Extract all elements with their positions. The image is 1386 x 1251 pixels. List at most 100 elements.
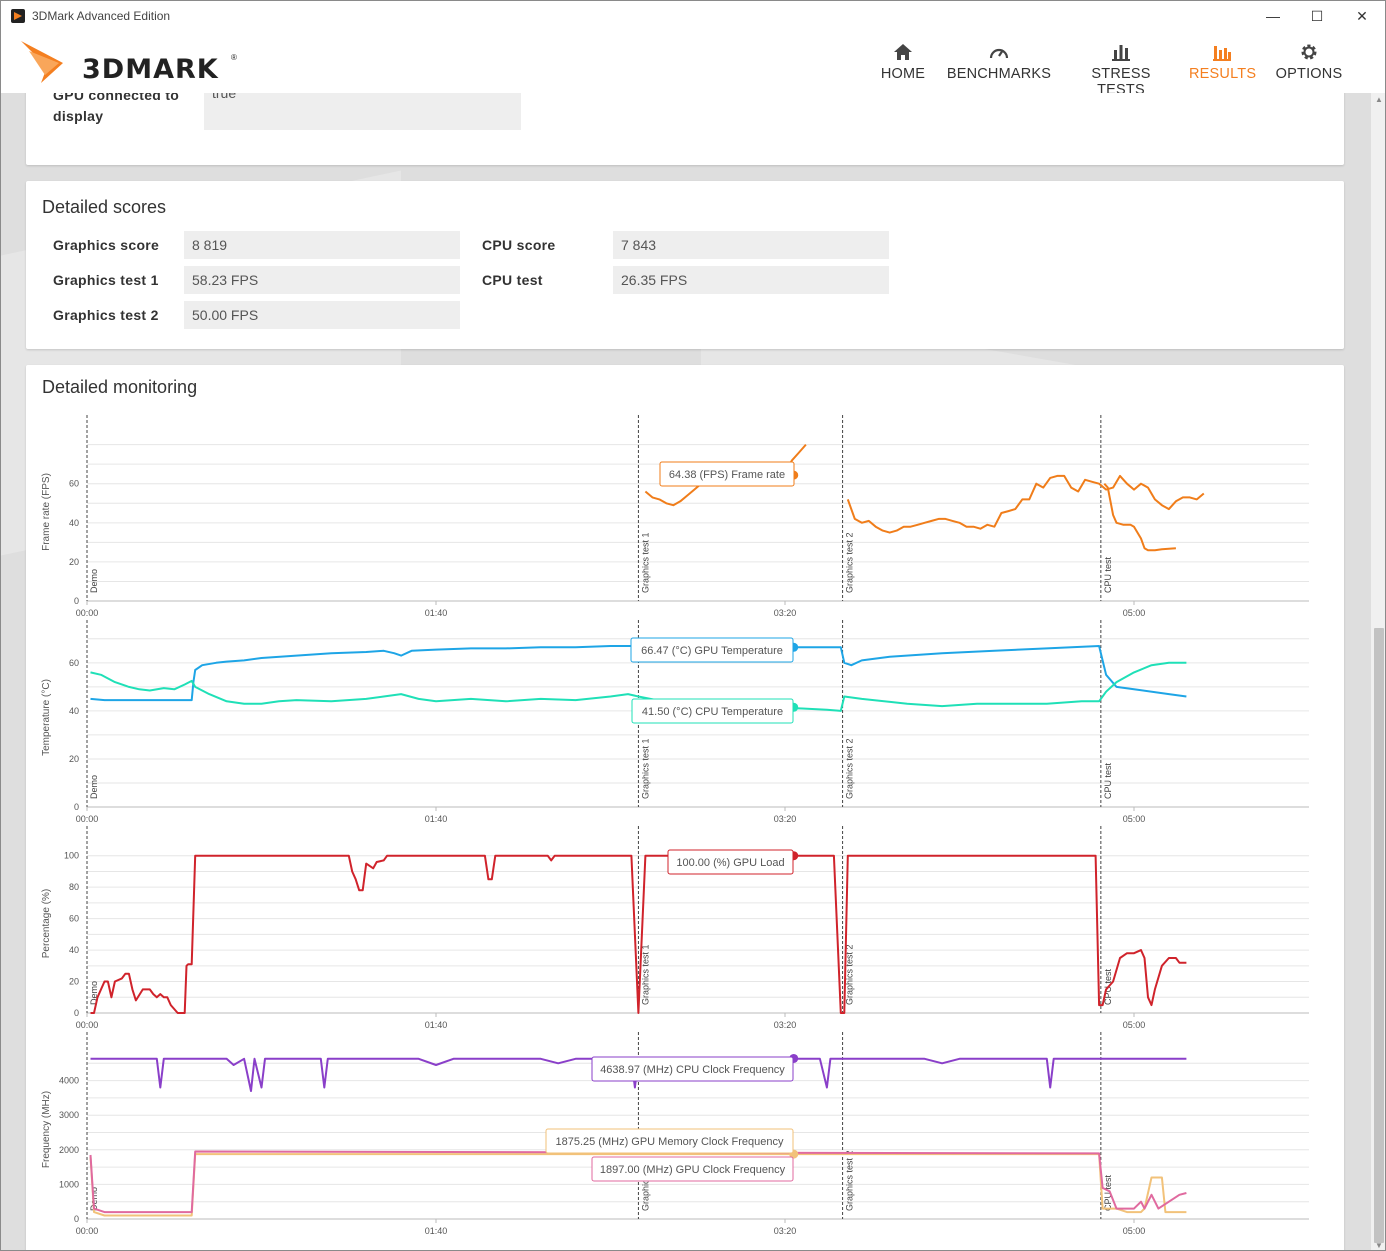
logo[interactable]: 3DMARK ® xyxy=(19,37,237,87)
score-label: CPU test xyxy=(482,272,543,288)
y-tick-label: 2000 xyxy=(59,1145,79,1155)
y-tick-label: 60 xyxy=(69,658,79,668)
nav-benchmarks[interactable]: BENCHMARKS xyxy=(946,41,1052,82)
gpu-clock-tooltip: 1897.00 (MHz) GPU Clock Frequency xyxy=(591,1156,794,1182)
window-title: 3DMark Advanced Edition xyxy=(32,9,171,23)
tooltip-text: 100.00 (%) GPU Load xyxy=(676,857,784,869)
tooltip-text: 66.47 (°C) GPU Temperature xyxy=(641,645,783,657)
y-tick-label: 40 xyxy=(69,945,79,955)
y-tick-label: 20 xyxy=(69,977,79,987)
y-tick-label: 20 xyxy=(69,754,79,764)
cpu-temp-tooltip: 41.50 (°C) CPU Temperature xyxy=(631,698,794,724)
marker-label: CPU test xyxy=(1103,556,1113,593)
marker-label: Demo xyxy=(89,775,99,799)
app-icon xyxy=(11,9,25,23)
nav-results[interactable]: RESULTS xyxy=(1189,41,1256,82)
chart-1: 0 20 40 60 Temperature (°C) 00:00 01:40 03:20 05… xyxy=(41,620,1309,824)
app-header: 3DMARK ® HOME BENCHMARKS STRESS TESTS RE… xyxy=(1,31,1385,98)
x-tick-label: 01:40 xyxy=(425,1020,448,1030)
y-tick-label: 1000 xyxy=(59,1179,79,1189)
score-value: 7 843 xyxy=(613,231,889,259)
x-tick-label: 03:20 xyxy=(774,1226,797,1236)
nav-options-label: OPTIONS xyxy=(1275,66,1343,82)
fps-tooltip: 64.38 (FPS) Frame rate xyxy=(659,461,795,487)
scroll-thumb[interactable] xyxy=(1374,628,1384,1243)
x-tick-label: 01:40 xyxy=(425,608,448,618)
y-tick-label: 80 xyxy=(69,882,79,892)
scroll-down-icon[interactable]: ▼ xyxy=(1375,1241,1383,1250)
y-tick-label: 4000 xyxy=(59,1076,79,1086)
system-info-panel: GPU connected to display true xyxy=(26,93,1344,165)
scroll-up-icon[interactable]: ▲ xyxy=(1375,95,1383,104)
logo-swoosh-icon xyxy=(21,41,63,83)
marker-label: Graphics test 2 xyxy=(845,532,855,593)
home-icon xyxy=(894,44,912,60)
x-tick-label: 01:40 xyxy=(425,1226,448,1236)
nav-home-label: HOME xyxy=(880,66,926,82)
y-tick-label: 60 xyxy=(69,479,79,489)
logo-text: 3DMARK xyxy=(82,54,219,85)
gpu-connected-label: GPU connected to display xyxy=(53,93,180,124)
y-axis-label: Percentage (%) xyxy=(41,889,52,958)
nav-benchmarks-label: BENCHMARKS xyxy=(946,66,1052,82)
gpu-connected-value: true xyxy=(204,93,521,130)
detailed-monitoring-panel: Detailed monitoring 0 20 40 60 Frame rate (F… xyxy=(26,365,1344,1251)
y-tick-label: 100 xyxy=(64,851,79,861)
x-tick-label: 00:00 xyxy=(76,814,99,824)
y-tick-label: 60 xyxy=(69,914,79,924)
close-button[interactable]: ✕ xyxy=(1356,8,1368,24)
tooltip-box xyxy=(631,698,794,724)
x-tick-label: 00:00 xyxy=(76,1226,99,1236)
vertical-scrollbar[interactable]: ▲ ▼ xyxy=(1371,93,1385,1250)
tooltip-text: 41.50 (°C) CPU Temperature xyxy=(642,706,783,718)
x-tick-label: 03:20 xyxy=(774,1020,797,1030)
nav-stress-tests[interactable]: STRESS TESTS xyxy=(1071,41,1171,98)
x-tick-label: 01:40 xyxy=(425,814,448,824)
score-value: 58.23 FPS xyxy=(184,266,460,294)
marker-label: Graphics test 2 xyxy=(845,1150,855,1211)
score-value: 26.35 FPS xyxy=(613,266,889,294)
y-tick-label: 3000 xyxy=(59,1110,79,1120)
score-label: Graphics test 1 xyxy=(53,272,159,288)
y-tick-label: 0 xyxy=(74,802,79,812)
nav-options[interactable]: OPTIONS xyxy=(1275,41,1343,82)
marker-label: CPU test xyxy=(1103,1174,1113,1211)
tooltip-box xyxy=(659,461,795,487)
marker-label: Demo xyxy=(89,569,99,593)
x-tick-label: 05:00 xyxy=(1123,608,1146,618)
minimize-button[interactable]: — xyxy=(1266,8,1280,24)
score-label: CPU score xyxy=(482,237,556,253)
score-label: Graphics test 2 xyxy=(53,307,159,323)
gpu-clock-line xyxy=(89,1150,1187,1214)
tooltip-box xyxy=(591,1156,794,1182)
y-tick-label: 0 xyxy=(74,1008,79,1018)
tooltip-text: 1875.25 (MHz) GPU Memory Clock Frequency xyxy=(555,1136,784,1148)
gpu-load-line xyxy=(90,854,1187,1014)
cpu-temp-line xyxy=(90,661,1187,712)
tooltip-text: 1897.00 (MHz) GPU Clock Frequency xyxy=(600,1164,786,1176)
gpu-load-tooltip: 100.00 (%) GPU Load xyxy=(667,849,794,875)
monitoring-charts[interactable]: 0 20 40 60 Frame rate (FPS) 00:00 01:40 03:20 05… xyxy=(26,365,1344,1251)
gpu-mem-clock-tooltip: 1875.25 (MHz) GPU Memory Clock Frequency xyxy=(545,1128,794,1154)
tooltip-box xyxy=(667,849,794,875)
nav-home[interactable]: HOME xyxy=(875,41,931,82)
gpu-temp-tooltip: 66.47 (°C) GPU Temperature xyxy=(630,637,794,663)
x-tick-label: 03:20 xyxy=(774,608,797,618)
marker-label: Demo xyxy=(89,981,99,1005)
tooltip-box xyxy=(630,637,794,663)
results-content: GPU connected to display true Detailed s… xyxy=(1,93,1371,1251)
x-tick-label: 05:00 xyxy=(1123,1226,1146,1236)
title-bar: 3DMark Advanced Edition — ☐ ✕ xyxy=(1,1,1385,31)
x-tick-label: 03:20 xyxy=(774,814,797,824)
marker-label: CPU test xyxy=(1103,762,1113,799)
y-axis-label: Temperature (°C) xyxy=(41,679,52,756)
cpu-clock-line xyxy=(90,1057,1187,1092)
x-tick-label: 00:00 xyxy=(76,1020,99,1030)
x-tick-label: 05:00 xyxy=(1123,814,1146,824)
bar-chart-icon xyxy=(1112,45,1130,61)
tooltip-text: 64.38 (FPS) Frame rate xyxy=(669,469,785,481)
maximize-button[interactable]: ☐ xyxy=(1310,8,1324,24)
score-label: Graphics score xyxy=(53,237,160,253)
marker-label: Graphics test 2 xyxy=(845,944,855,1005)
gauge-icon xyxy=(989,48,1009,59)
